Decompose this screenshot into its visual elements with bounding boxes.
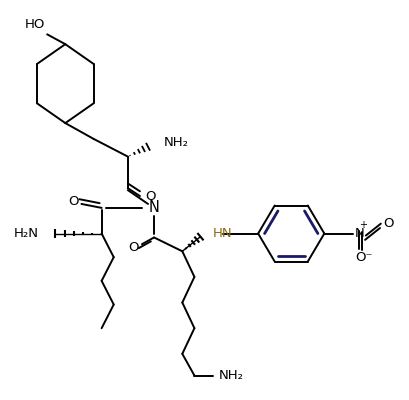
Text: NH₂: NH₂: [164, 136, 189, 149]
Text: +: +: [359, 220, 367, 230]
Text: HO: HO: [25, 18, 45, 31]
Text: O⁻: O⁻: [355, 251, 373, 264]
Text: O: O: [383, 217, 393, 230]
Text: N: N: [148, 200, 160, 215]
Text: NH₂: NH₂: [219, 369, 244, 382]
Text: O: O: [145, 190, 155, 202]
Text: N: N: [355, 227, 365, 240]
Text: O: O: [68, 196, 79, 208]
Text: HN: HN: [213, 227, 232, 240]
Text: O: O: [129, 241, 139, 254]
Text: H₂N: H₂N: [14, 227, 39, 240]
